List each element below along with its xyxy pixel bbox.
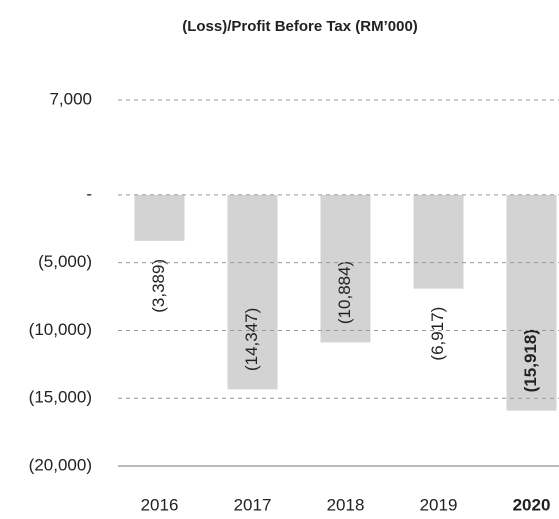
y-tick-label: -	[86, 184, 92, 203]
value-label: (15,918)	[521, 329, 540, 392]
bar	[506, 194, 557, 411]
y-tick-label: (5,000)	[38, 252, 92, 271]
x-tick-label: 2017	[234, 495, 272, 514]
x-tick-label: 2016	[141, 495, 179, 514]
x-tick-label: 2020	[513, 495, 551, 514]
value-label: (14,347)	[242, 308, 261, 371]
bar	[413, 194, 464, 289]
x-tick-label: 2018	[327, 495, 365, 514]
y-tick-label: 7,000	[49, 89, 92, 108]
chart-title: (Loss)/Profit Before Tax (RM’000)	[182, 18, 418, 35]
y-tick-label: (10,000)	[29, 320, 92, 339]
bar	[320, 194, 371, 343]
value-label: (3,389)	[149, 259, 168, 313]
value-label: (6,917)	[428, 307, 447, 361]
y-tick-label: (15,000)	[29, 388, 92, 407]
bar	[227, 194, 278, 390]
x-tick-label: 2019	[420, 495, 458, 514]
value-label: (10,884)	[335, 261, 354, 324]
bar	[134, 194, 185, 241]
y-tick-label: (20,000)	[29, 455, 92, 474]
